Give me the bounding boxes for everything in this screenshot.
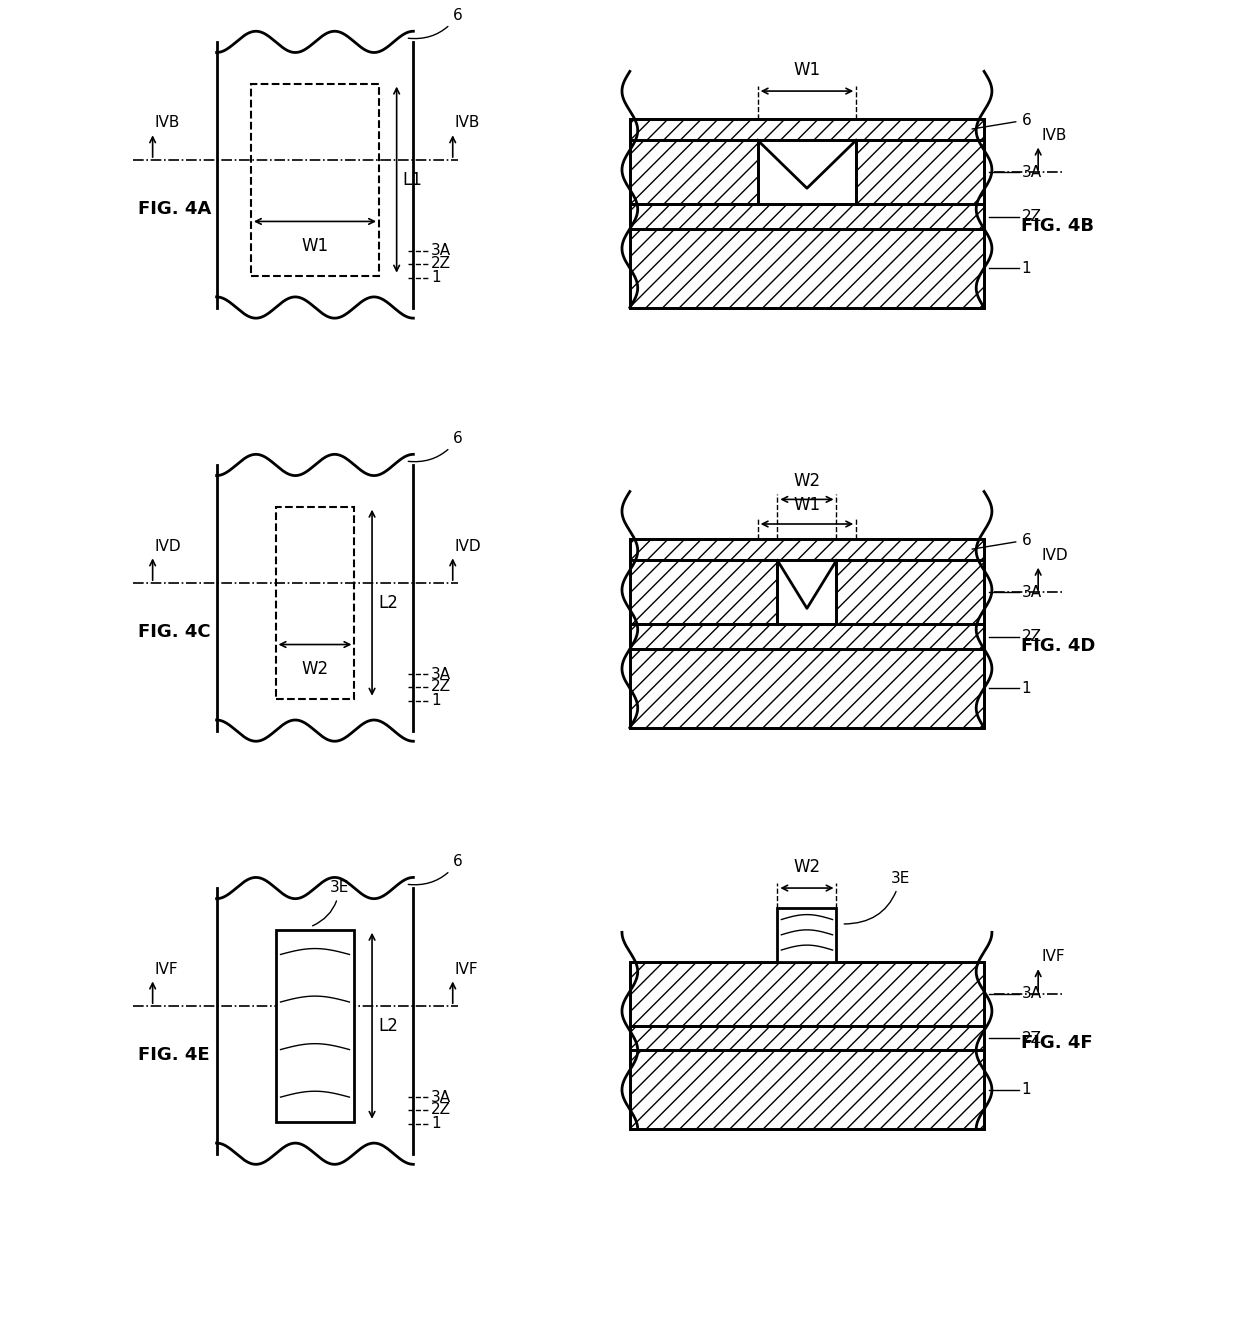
Text: W2: W2 bbox=[301, 660, 329, 679]
Text: IVD: IVD bbox=[155, 538, 181, 553]
Text: IVF: IVF bbox=[455, 962, 479, 976]
Bar bbox=[630, 1050, 985, 1129]
Text: W1: W1 bbox=[301, 237, 329, 255]
Bar bbox=[630, 624, 985, 650]
Text: 6: 6 bbox=[408, 855, 463, 885]
Text: 3E: 3E bbox=[844, 871, 910, 923]
Text: 2Z: 2Z bbox=[432, 679, 451, 695]
Text: 3A: 3A bbox=[1022, 585, 1042, 599]
Bar bbox=[630, 1050, 985, 1129]
Bar bbox=[630, 561, 777, 624]
Text: FIG. 4C: FIG. 4C bbox=[138, 623, 211, 642]
Bar bbox=[630, 962, 985, 1025]
Bar bbox=[856, 140, 985, 204]
Text: W2: W2 bbox=[794, 471, 821, 490]
Bar bbox=[630, 650, 985, 728]
Text: W1: W1 bbox=[794, 496, 821, 515]
Text: 1: 1 bbox=[432, 693, 440, 708]
Bar bbox=[630, 624, 985, 650]
Text: FIG. 4F: FIG. 4F bbox=[1022, 1035, 1094, 1052]
Text: 3A: 3A bbox=[1022, 987, 1042, 1002]
Text: 6: 6 bbox=[972, 112, 1032, 128]
Bar bbox=[630, 229, 985, 307]
Bar bbox=[630, 538, 985, 561]
Text: 2Z: 2Z bbox=[1022, 1031, 1042, 1045]
Text: 2Z: 2Z bbox=[432, 1102, 451, 1118]
Text: IVB: IVB bbox=[455, 115, 480, 131]
Text: FIG. 4B: FIG. 4B bbox=[1022, 217, 1095, 235]
Text: IVF: IVF bbox=[1042, 950, 1065, 964]
Text: L2: L2 bbox=[378, 594, 398, 611]
Text: 6: 6 bbox=[972, 533, 1032, 549]
Bar bbox=[837, 561, 985, 624]
Text: W1: W1 bbox=[794, 61, 821, 79]
Text: 3A: 3A bbox=[1022, 165, 1042, 180]
Text: IVB: IVB bbox=[1042, 128, 1066, 143]
Text: FIG. 4A: FIG. 4A bbox=[138, 200, 211, 218]
Bar bbox=[630, 140, 758, 204]
Bar bbox=[630, 204, 985, 229]
Text: IVD: IVD bbox=[1042, 548, 1068, 562]
Text: 3A: 3A bbox=[432, 1090, 451, 1105]
Text: FIG. 4D: FIG. 4D bbox=[1022, 638, 1096, 655]
Text: 3A: 3A bbox=[432, 667, 451, 681]
Text: IVB: IVB bbox=[155, 115, 180, 131]
Text: L2: L2 bbox=[378, 1017, 398, 1035]
Text: IVD: IVD bbox=[455, 538, 481, 553]
Text: 1: 1 bbox=[1022, 261, 1032, 275]
Text: 1: 1 bbox=[432, 1117, 440, 1131]
Text: L1: L1 bbox=[403, 171, 423, 189]
Bar bbox=[630, 140, 758, 204]
Text: 3A: 3A bbox=[432, 243, 451, 258]
Bar bbox=[777, 908, 837, 962]
Bar bbox=[630, 1025, 985, 1050]
Bar bbox=[856, 140, 985, 204]
Text: W2: W2 bbox=[301, 1084, 329, 1101]
Text: 1: 1 bbox=[432, 270, 440, 284]
Text: 2Z: 2Z bbox=[1022, 630, 1042, 644]
Text: 6: 6 bbox=[408, 431, 463, 462]
Text: 1: 1 bbox=[1022, 1082, 1032, 1097]
Text: 2Z: 2Z bbox=[432, 257, 451, 271]
Bar bbox=[630, 204, 985, 229]
Text: 3E: 3E bbox=[312, 881, 350, 926]
Bar bbox=[630, 1025, 985, 1050]
Bar bbox=[630, 119, 985, 140]
Bar bbox=[275, 930, 355, 1122]
Text: 1: 1 bbox=[1022, 681, 1032, 696]
Bar bbox=[630, 119, 985, 140]
Bar bbox=[630, 962, 985, 1025]
Text: 6: 6 bbox=[408, 8, 463, 38]
Bar bbox=[250, 83, 379, 275]
Text: 2Z: 2Z bbox=[1022, 209, 1042, 224]
Text: IVF: IVF bbox=[155, 962, 179, 976]
Bar bbox=[275, 507, 355, 699]
Bar bbox=[837, 561, 985, 624]
Text: W2: W2 bbox=[794, 859, 821, 876]
Bar bbox=[630, 561, 777, 624]
Bar bbox=[630, 650, 985, 728]
Bar bbox=[630, 229, 985, 307]
Text: FIG. 4E: FIG. 4E bbox=[138, 1046, 210, 1064]
Bar bbox=[630, 538, 985, 561]
